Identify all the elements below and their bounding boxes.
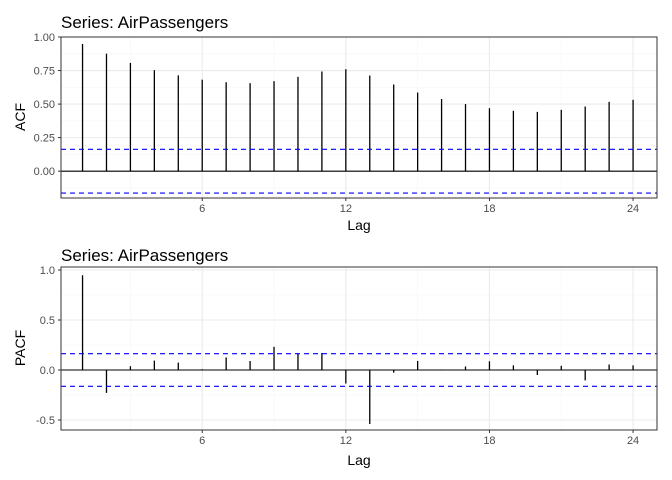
acf-x-axis-label: Lag: [347, 217, 370, 233]
acf-ticks: 6 12 18 24 0.00 0.25 0.50 0.75 1.00: [34, 32, 640, 215]
pacf-x-tick-label: 6: [199, 435, 205, 447]
pacf-overlays: [60, 266, 658, 431]
acf-y-axis-label: ACF: [12, 103, 28, 131]
acf-panel-border: [60, 36, 658, 199]
acf-x-tick-label: 6: [199, 203, 205, 215]
pacf-x-tick-label: 18: [483, 435, 495, 447]
acf-x-tick-label: 18: [483, 203, 495, 215]
pacf-grid: [61, 267, 657, 430]
pacf-panel-border: [60, 266, 658, 431]
acf-grid: [61, 36, 657, 198]
pacf-x-tick-label: 24: [627, 435, 639, 447]
pacf-bars: [81, 275, 634, 424]
acf-y-tick-label: 0.00: [34, 166, 55, 178]
pacf-panel: Series: AirPassengers 6 12 18 24 -0.5 0.0 0.5 1…: [12, 246, 658, 468]
pacf-y-tick-label: 0.5: [40, 315, 55, 327]
pacf-y-axis-label: PACF: [12, 330, 28, 366]
pacf-y-tick-label: 0.0: [40, 365, 55, 377]
pacf-x-axis-label: Lag: [347, 452, 370, 468]
acf-y-tick-label: 0.75: [34, 66, 55, 78]
acf-x-tick-label: 24: [627, 203, 639, 215]
pacf-x-tick-label: 12: [340, 435, 352, 447]
acf-panel: Series: AirPassengers 6 12 18 24 0.00 0.25 0.5…: [12, 13, 658, 233]
acf-bars: [81, 43, 634, 172]
pacf-title: Series: AirPassengers: [61, 246, 228, 265]
pacf-ticks: 6 12 18 24 -0.5 0.0 0.5 1.0: [36, 265, 639, 447]
acf-y-tick-label: 0.50: [34, 99, 55, 111]
acf-y-tick-label: 1.00: [34, 32, 55, 44]
acf-overlays: [60, 36, 658, 199]
pacf-y-tick-label: -0.5: [36, 415, 55, 427]
acf-y-tick-label: 0.25: [34, 133, 55, 145]
acf-x-tick-label: 12: [340, 203, 352, 215]
pacf-y-tick-label: 1.0: [40, 265, 55, 277]
acf-title: Series: AirPassengers: [61, 13, 228, 32]
